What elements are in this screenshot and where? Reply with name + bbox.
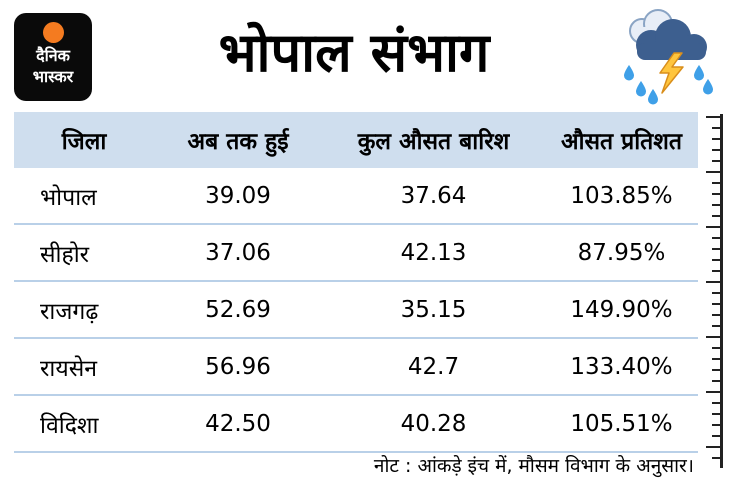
dainik-bhaskar-logo: दैनिक भास्कर [14, 13, 92, 101]
ruler-decoration [703, 114, 723, 468]
average-cell: 42.7 [407, 353, 460, 380]
column-header-average: कुल औसत बारिश [357, 129, 510, 155]
percent-cell: 105.51% [570, 410, 673, 437]
sofar-cell: 37.06 [205, 239, 271, 266]
sun-icon [42, 22, 64, 43]
sofar-cell: 52.69 [205, 296, 271, 323]
percent-cell: 103.85% [570, 182, 673, 209]
sofar-cell: 39.09 [205, 182, 271, 209]
district-cell: रायसेन [40, 355, 98, 382]
sofar-cell: 42.50 [205, 410, 271, 437]
sofar-cell: 56.96 [205, 353, 271, 380]
column-header-percent: औसत प्रतिशत [560, 129, 683, 155]
table-header-row: जिला अब तक हुई कुल औसत बारिश औसत प्रतिशत [14, 112, 698, 168]
page-title: भोपाल संभाग [218, 21, 490, 85]
table-row: रायसेन 56.96 42.7 133.40% [14, 339, 698, 396]
district-cell: विदिशा [40, 412, 99, 439]
district-cell: राजगढ़ [40, 298, 99, 325]
header-bar: दैनिक भास्कर भोपाल संभाग [0, 0, 730, 108]
average-cell: 40.28 [400, 410, 467, 437]
table-row: विदिशा 42.50 40.28 105.51% [14, 396, 698, 453]
table-row: सीहोर 37.06 42.13 87.95% [14, 225, 698, 282]
column-header-district: जिला [61, 129, 107, 155]
percent-cell: 149.90% [570, 296, 673, 323]
average-cell: 42.13 [400, 239, 467, 266]
storm-cloud-icon [616, 9, 716, 105]
logo-text-line2: भास्कर [32, 66, 74, 86]
footnote: नोट : आंकड़े इंच में, मौसम विभाग के अनुस… [373, 455, 694, 477]
district-cell: भोपाल [40, 184, 97, 211]
district-cell: सीहोर [40, 241, 90, 268]
logo-text-line1: दैनिक [36, 46, 70, 65]
percent-cell: 133.40% [570, 353, 673, 380]
column-header-sofar: अब तक हुई [187, 129, 289, 155]
average-cell: 37.64 [400, 182, 467, 209]
average-cell: 35.15 [400, 296, 467, 323]
percent-cell: 87.95% [577, 239, 666, 266]
table-row: राजगढ़ 52.69 35.15 149.90% [14, 282, 698, 339]
table-row: भोपाल 39.09 37.64 103.85% [14, 168, 698, 225]
rainfall-table: जिला अब तक हुई कुल औसत बारिश औसत प्रतिशत… [14, 112, 698, 453]
